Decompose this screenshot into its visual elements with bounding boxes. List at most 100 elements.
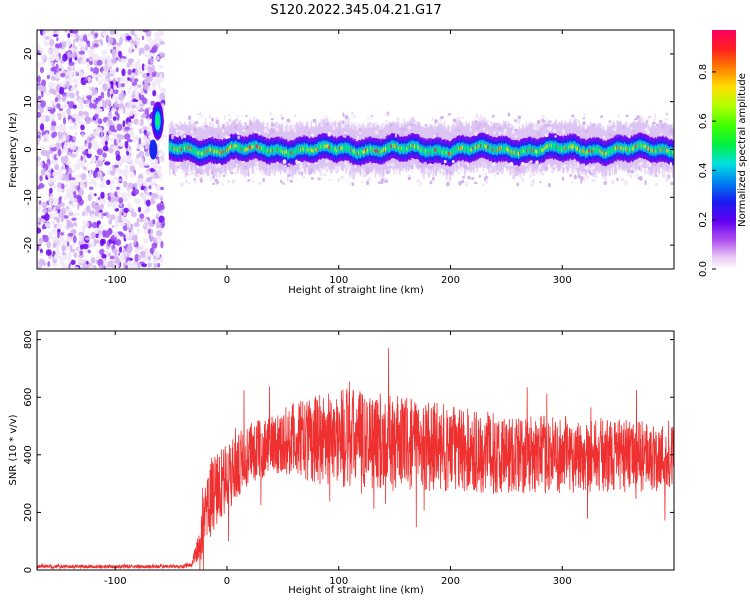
noise-cell bbox=[112, 95, 117, 100]
noise-cell bbox=[150, 100, 156, 106]
noise-cell bbox=[126, 101, 132, 110]
noise-cell bbox=[79, 259, 85, 264]
noise-cell bbox=[102, 69, 108, 76]
noise-cell bbox=[135, 241, 139, 248]
noise-cell bbox=[48, 71, 55, 76]
noise-cell bbox=[66, 205, 69, 210]
noise-cell bbox=[145, 46, 151, 50]
noise-cell bbox=[56, 37, 59, 42]
noise-cell bbox=[66, 94, 70, 99]
noise-cell bbox=[149, 128, 153, 137]
noise-cell bbox=[53, 206, 56, 213]
noise-cell bbox=[48, 231, 52, 240]
noise-cell bbox=[63, 155, 69, 163]
noise-cell bbox=[90, 241, 95, 249]
noise-cell bbox=[66, 151, 72, 156]
noise-cell bbox=[158, 76, 164, 83]
noise-cell bbox=[153, 194, 159, 200]
noise-cell bbox=[101, 197, 107, 205]
noise-cell bbox=[50, 213, 55, 220]
noise-cell bbox=[141, 195, 146, 201]
noise-cell bbox=[155, 235, 162, 244]
noise-cell bbox=[107, 63, 114, 67]
noise-cell bbox=[62, 132, 68, 137]
noise-cell bbox=[93, 73, 96, 77]
noise-cell bbox=[143, 78, 151, 85]
noise-cell bbox=[66, 219, 71, 226]
noise-cell bbox=[138, 245, 144, 251]
noise-cell bbox=[61, 252, 67, 256]
noise-cell bbox=[78, 234, 83, 242]
noise-cell bbox=[152, 219, 156, 225]
noise-cell bbox=[113, 83, 116, 91]
noise-cell bbox=[59, 124, 65, 132]
noise-cell bbox=[143, 162, 149, 166]
noise-cell bbox=[108, 218, 113, 225]
noise-cell bbox=[99, 161, 103, 167]
noise-cell bbox=[87, 40, 91, 48]
noise-cell bbox=[138, 150, 145, 158]
noise-cell bbox=[61, 104, 65, 109]
noise-cell bbox=[67, 107, 71, 111]
noise-cell bbox=[127, 139, 133, 143]
noise-cell bbox=[53, 254, 60, 260]
noise-cell bbox=[121, 191, 127, 199]
noise-cell bbox=[147, 255, 151, 261]
noise-cell bbox=[84, 99, 91, 104]
noise-cell bbox=[56, 113, 62, 117]
noise-cell bbox=[45, 249, 52, 256]
noise-cell bbox=[72, 42, 75, 49]
noise-cell bbox=[83, 159, 87, 164]
noise-cell bbox=[39, 84, 43, 93]
noise-cell bbox=[137, 179, 142, 187]
noise-cell bbox=[127, 77, 130, 81]
noise-cell bbox=[133, 188, 140, 195]
noise-cell bbox=[90, 67, 93, 72]
noise-cell bbox=[80, 173, 87, 181]
noise-cell bbox=[42, 208, 48, 214]
noise-cell bbox=[37, 216, 40, 224]
noise-cell bbox=[88, 92, 93, 96]
noise-cell bbox=[52, 243, 57, 249]
noise-cell bbox=[136, 218, 140, 223]
noise-cell bbox=[118, 178, 123, 182]
noise-cell bbox=[115, 67, 119, 73]
noise-cell bbox=[99, 38, 103, 44]
noise-cell bbox=[146, 142, 150, 148]
noise-cell bbox=[156, 56, 160, 61]
noise-cell bbox=[70, 259, 76, 265]
noise-cell bbox=[87, 76, 92, 84]
noise-cell bbox=[111, 58, 118, 64]
noise-cell bbox=[87, 194, 92, 202]
noise-cell bbox=[91, 141, 95, 147]
noise-cell bbox=[134, 248, 138, 254]
noise-cell bbox=[93, 216, 97, 220]
noise-cell bbox=[51, 121, 57, 127]
noise-cell bbox=[100, 175, 104, 182]
noise-cell bbox=[138, 128, 143, 135]
noise-cell bbox=[96, 250, 99, 254]
noise-cell bbox=[120, 221, 126, 227]
noise-cell bbox=[137, 254, 142, 261]
noise-cell bbox=[51, 220, 56, 225]
noise-cell bbox=[86, 260, 89, 265]
noise-cell bbox=[87, 149, 92, 155]
noise-cell bbox=[111, 50, 116, 59]
noise-cell bbox=[68, 101, 75, 109]
noise-cell bbox=[148, 176, 152, 182]
noise-cell bbox=[97, 106, 101, 113]
noise-cell bbox=[59, 261, 65, 266]
noise-cell bbox=[53, 216, 60, 221]
noise-cell bbox=[47, 261, 51, 267]
noise-cell bbox=[140, 142, 147, 146]
noise-cell bbox=[42, 33, 46, 40]
noise-cell bbox=[99, 203, 105, 210]
noise-cell bbox=[148, 228, 151, 234]
noise-cell bbox=[63, 134, 67, 142]
noise-cell bbox=[116, 257, 120, 266]
noise-cell bbox=[134, 61, 141, 69]
noise-cell bbox=[94, 193, 97, 197]
noise-cell bbox=[49, 82, 57, 86]
noise-cell bbox=[69, 181, 76, 185]
noise-cell bbox=[109, 88, 114, 95]
